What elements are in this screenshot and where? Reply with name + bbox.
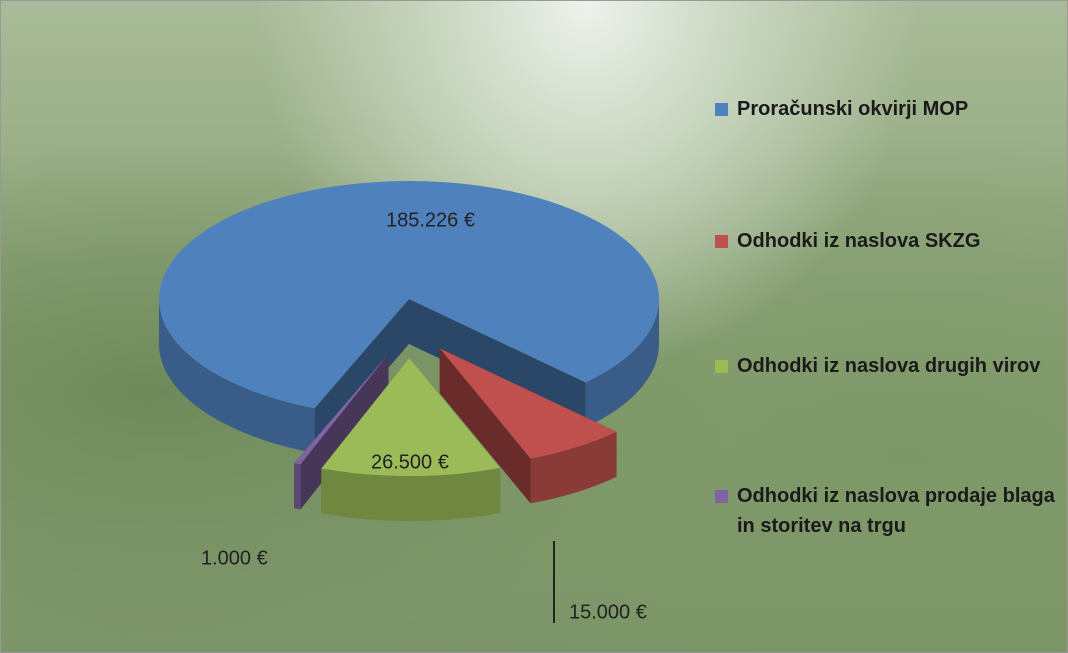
pie-slice <box>294 353 389 465</box>
value-label: 26.500 € <box>371 451 449 473</box>
legend-swatch <box>715 490 728 503</box>
pie-slice <box>439 348 617 459</box>
legend-label: Odhodki iz naslova prodaje blaga in stor… <box>737 485 1055 537</box>
pie-side <box>409 299 586 428</box>
pie-side <box>294 353 389 509</box>
pie-side <box>321 467 501 521</box>
pie-side <box>159 299 315 454</box>
legend-swatch <box>715 360 728 373</box>
legend-entry: Proračunski okvirji MOP <box>715 94 1067 124</box>
pie-slice <box>159 181 660 409</box>
legend-entry: Odhodki iz naslova drugih virov <box>715 351 1067 381</box>
legend-swatch <box>715 103 728 116</box>
pie-side <box>585 299 659 428</box>
pie-side <box>294 463 301 510</box>
pie-slice <box>321 357 501 476</box>
value-label: 15.000 € <box>569 601 647 623</box>
value-label: 1.000 € <box>201 547 268 569</box>
legend-label: Odhodki iz naslova SKZG <box>737 230 981 252</box>
pie-side <box>530 431 617 504</box>
legend-entry: Odhodki iz naslova SKZG <box>715 226 1067 256</box>
legend-entry: Odhodki iz naslova prodaje blaga in stor… <box>715 481 1067 541</box>
legend-label: Proračunski okvirji MOP <box>737 98 969 120</box>
value-label: 185.226 € <box>386 209 475 231</box>
legend-swatch <box>715 235 728 248</box>
legend-label: Odhodki iz naslova drugih virov <box>737 355 1041 377</box>
pie-side <box>439 348 531 504</box>
